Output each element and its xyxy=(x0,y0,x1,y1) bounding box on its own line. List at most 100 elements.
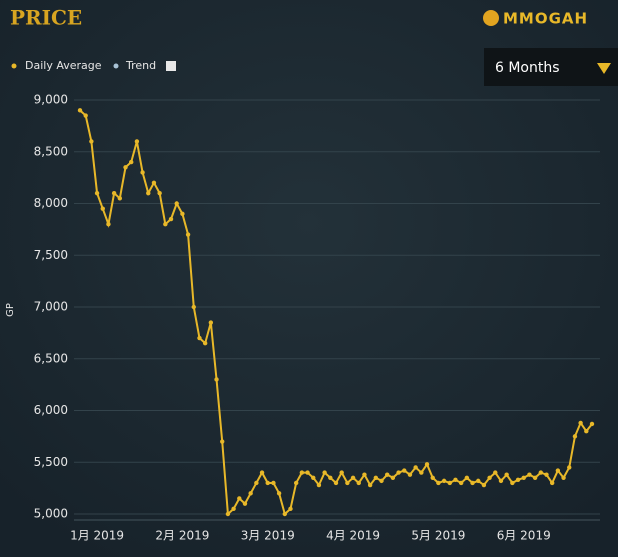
point xyxy=(242,501,248,506)
point xyxy=(129,159,134,165)
point xyxy=(584,429,589,434)
point xyxy=(367,482,373,488)
point xyxy=(276,491,282,496)
y-tick-label: 8,500 xyxy=(34,144,68,158)
y-tick-label: 7,500 xyxy=(34,248,68,262)
logo-icon xyxy=(483,10,499,26)
point xyxy=(140,170,145,175)
legend-dot xyxy=(113,63,119,69)
point xyxy=(77,108,83,113)
point xyxy=(168,216,174,222)
point xyxy=(94,190,100,196)
point xyxy=(419,470,424,475)
point xyxy=(544,472,549,477)
point xyxy=(254,480,259,486)
point xyxy=(339,470,344,475)
dropdown[interactable] xyxy=(484,48,618,86)
point xyxy=(481,482,487,488)
point xyxy=(106,222,111,227)
legend-dot xyxy=(11,63,17,69)
point xyxy=(572,434,578,439)
y-tick-label: 5,000 xyxy=(34,507,68,521)
point xyxy=(174,201,179,206)
point xyxy=(464,475,470,480)
point xyxy=(578,420,583,426)
point xyxy=(134,139,140,144)
y-tick-label: 8,000 xyxy=(34,196,68,210)
point xyxy=(356,480,361,486)
x-tick-label: 1月 2019 xyxy=(70,529,124,543)
y-tick-label: 7,000 xyxy=(34,300,68,314)
point xyxy=(430,475,435,480)
point xyxy=(487,475,492,480)
point xyxy=(527,472,532,477)
dropdown-arrow xyxy=(597,63,611,74)
point xyxy=(447,480,452,486)
point xyxy=(589,421,595,427)
point xyxy=(521,475,526,480)
point xyxy=(237,496,242,501)
point xyxy=(453,477,458,483)
x-tick-label: 3月 2019 xyxy=(241,529,295,543)
point xyxy=(299,470,305,475)
point xyxy=(225,511,231,517)
checkbox[interactable] xyxy=(166,61,176,71)
point xyxy=(407,472,413,477)
point xyxy=(288,506,293,512)
point xyxy=(146,190,151,196)
point xyxy=(385,472,390,477)
point xyxy=(555,468,561,473)
point xyxy=(561,475,566,480)
point xyxy=(333,480,339,486)
point xyxy=(117,196,123,201)
title: PRICE xyxy=(10,6,82,30)
legend-label[interactable]: Trend xyxy=(125,59,156,72)
point xyxy=(413,465,418,470)
point xyxy=(441,478,447,484)
point xyxy=(532,475,538,480)
point xyxy=(259,470,265,475)
point xyxy=(231,506,236,512)
point xyxy=(476,478,481,484)
y-axis-label: GP xyxy=(5,303,16,317)
y-tick-label: 6,000 xyxy=(34,403,68,417)
point xyxy=(362,472,367,477)
x-tick-label: 4月 2019 xyxy=(326,529,380,543)
point xyxy=(549,480,555,486)
point xyxy=(208,320,214,325)
point xyxy=(305,470,310,475)
point xyxy=(180,211,185,217)
point xyxy=(293,480,299,486)
point xyxy=(151,180,157,185)
point xyxy=(436,480,441,486)
point xyxy=(402,468,407,473)
x-tick-label: 5月 2019 xyxy=(411,529,465,543)
point xyxy=(214,377,219,382)
x-tick-label: 6月 2019 xyxy=(497,529,551,543)
point xyxy=(191,304,196,310)
point xyxy=(493,470,498,475)
point xyxy=(379,478,384,484)
dropdown-label: 6 Months xyxy=(495,60,560,76)
legend-label[interactable]: Daily Average xyxy=(25,59,102,72)
point xyxy=(100,206,105,211)
point xyxy=(197,335,202,341)
point xyxy=(470,480,475,486)
point xyxy=(163,222,168,227)
point xyxy=(390,475,396,480)
point xyxy=(111,190,117,196)
point xyxy=(515,477,521,483)
point xyxy=(123,165,128,170)
point xyxy=(424,462,430,467)
point xyxy=(185,232,191,237)
y-tick-label: 5,500 xyxy=(34,455,68,469)
x-tick-label: 2月 2019 xyxy=(155,529,209,543)
point xyxy=(567,465,572,470)
point xyxy=(458,480,464,486)
point xyxy=(248,491,253,496)
y-tick-label: 6,500 xyxy=(34,351,68,365)
point xyxy=(498,478,504,484)
point xyxy=(271,480,276,486)
